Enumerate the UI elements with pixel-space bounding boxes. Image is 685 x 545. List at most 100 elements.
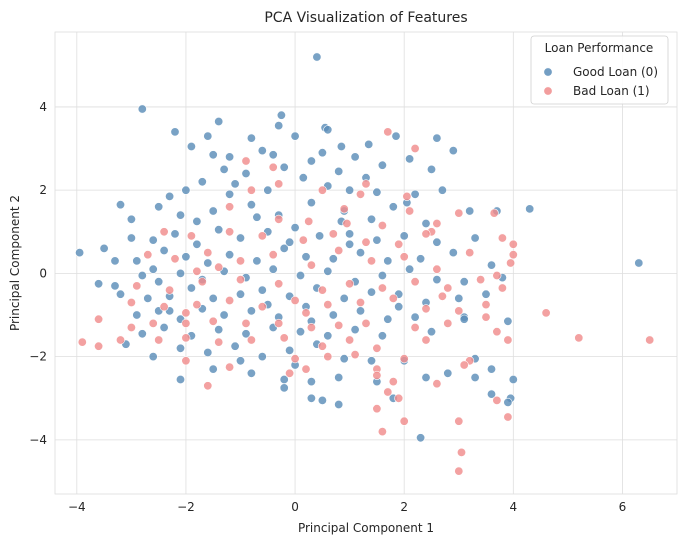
data-point [503, 412, 513, 422]
data-point [334, 166, 344, 176]
data-point [126, 297, 136, 307]
data-point [126, 322, 136, 332]
data-point [181, 356, 191, 366]
data-point [372, 404, 382, 414]
data-point [345, 279, 355, 289]
data-point [246, 368, 256, 378]
series-good-loan [75, 52, 644, 443]
data-point [214, 325, 224, 335]
data-point [489, 208, 499, 218]
data-point [116, 289, 126, 299]
data-point [110, 256, 120, 266]
data-point [236, 275, 246, 285]
data-point [306, 322, 316, 332]
data-point [317, 185, 327, 195]
data-point [225, 189, 235, 199]
data-point [230, 179, 240, 189]
y-tick-label: 0 [39, 266, 47, 280]
y-tick-label: −4 [29, 433, 47, 447]
data-point [410, 189, 420, 199]
data-point [252, 212, 262, 222]
x-tick-label: 4 [509, 500, 517, 514]
data-point [306, 260, 316, 270]
data-point [334, 320, 344, 330]
data-point [345, 185, 355, 195]
data-point [214, 262, 224, 272]
x-tick-label: 2 [400, 500, 408, 514]
data-point [241, 169, 251, 179]
data-point [208, 316, 218, 326]
data-point [432, 264, 442, 274]
data-point [306, 377, 316, 387]
data-point [203, 381, 213, 391]
data-point [290, 354, 300, 364]
data-point [203, 131, 213, 141]
data-point [274, 279, 284, 289]
data-point [394, 393, 404, 403]
data-point [126, 233, 136, 243]
y-tick-label: −2 [29, 350, 47, 364]
data-point [225, 362, 235, 372]
data-point [421, 304, 431, 314]
data-point [257, 146, 267, 156]
data-point [323, 266, 333, 276]
data-point [268, 250, 278, 260]
data-point [132, 310, 142, 320]
data-point [148, 318, 158, 328]
data-point [476, 275, 486, 285]
data-point [143, 293, 153, 303]
data-point [197, 277, 207, 287]
data-point [334, 246, 344, 256]
data-point [132, 256, 142, 266]
data-point [181, 252, 191, 262]
data-point [214, 337, 224, 347]
data-point [159, 246, 169, 256]
data-point [192, 216, 202, 226]
data-point [454, 416, 464, 426]
data-point [437, 185, 447, 195]
data-point [355, 189, 365, 199]
data-points [75, 52, 655, 476]
data-point [508, 374, 518, 384]
data-point [143, 250, 153, 260]
data-point [192, 239, 202, 249]
x-tick-label: 6 [619, 500, 627, 514]
data-point [366, 356, 376, 366]
data-point [416, 254, 426, 264]
data-point [342, 219, 352, 229]
data-point [465, 248, 475, 258]
data-point [317, 395, 327, 405]
data-point [306, 198, 316, 208]
data-point [432, 275, 442, 285]
data-point [285, 237, 295, 247]
data-point [492, 327, 502, 337]
data-point [364, 139, 374, 149]
data-point [116, 335, 126, 345]
data-point [132, 281, 142, 291]
data-point [203, 258, 213, 268]
data-point [306, 393, 316, 403]
data-point [176, 268, 186, 278]
data-point [421, 335, 431, 345]
data-point [410, 312, 420, 322]
data-point [448, 146, 458, 156]
data-point [366, 256, 376, 266]
data-point [165, 191, 175, 201]
data-point [421, 219, 431, 229]
data-point [388, 202, 398, 212]
data-point [170, 127, 180, 137]
data-point [246, 306, 256, 316]
data-point [236, 233, 246, 243]
data-point [399, 252, 409, 262]
data-point [274, 214, 284, 224]
data-point [506, 258, 516, 268]
data-point [298, 173, 308, 183]
data-point [181, 185, 191, 195]
data-point [116, 200, 126, 210]
data-point [481, 300, 491, 310]
data-point [454, 293, 464, 303]
data-point [301, 252, 311, 262]
data-point [405, 154, 415, 164]
data-point [137, 270, 147, 280]
data-point [268, 150, 278, 160]
